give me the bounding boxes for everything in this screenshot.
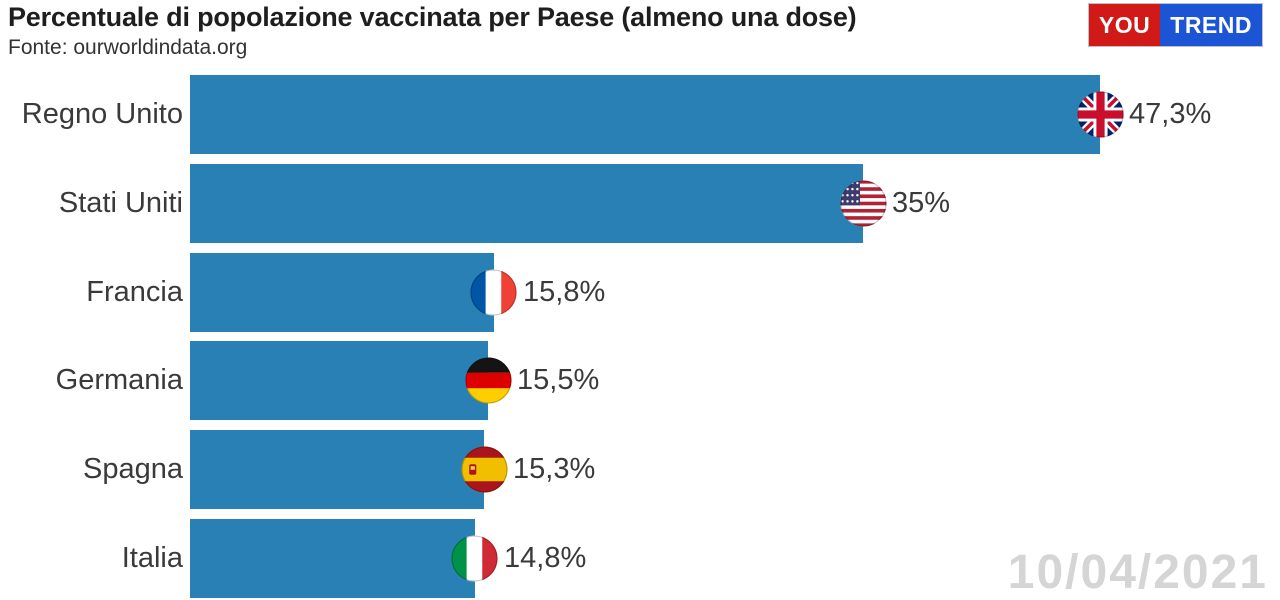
country-label: Francia [86, 275, 183, 308]
bar [190, 75, 1100, 154]
date-watermark: 10/04/2021 [1007, 546, 1268, 599]
flag-it-icon [451, 535, 498, 582]
value-label: 14,8% [504, 542, 587, 574]
country-label: Spagna [83, 453, 183, 486]
value-label: 47,3% [1129, 98, 1212, 130]
country-label: Germania [55, 364, 183, 397]
bar [190, 252, 494, 332]
youtrend-logo-you: You [1088, 4, 1161, 46]
flag-fr-icon [470, 269, 517, 316]
flag-de-icon [465, 357, 512, 404]
country-label: Regno Unito [21, 98, 183, 130]
value-label: 35% [892, 186, 951, 219]
bar [190, 519, 475, 598]
flag-us-icon [840, 180, 887, 227]
chart-source: Fonte: ourworldindata.org [8, 36, 248, 59]
country-label: Stati Uniti [58, 186, 183, 219]
bar [190, 341, 488, 421]
flag-uk-icon [1077, 91, 1124, 138]
chart-title: Percentuale di popolazione vaccinata per… [8, 2, 857, 32]
value-label: 15,3% [513, 453, 596, 486]
flag-es-icon [461, 446, 508, 493]
bar [190, 163, 863, 243]
youtrend-logo: You Trend [1088, 4, 1262, 46]
value-label: 15,8% [523, 275, 606, 308]
value-label: 15,5% [517, 364, 600, 397]
country-label: Italia [121, 542, 183, 574]
bar [190, 430, 484, 510]
youtrend-logo-trend: Trend [1160, 4, 1262, 46]
